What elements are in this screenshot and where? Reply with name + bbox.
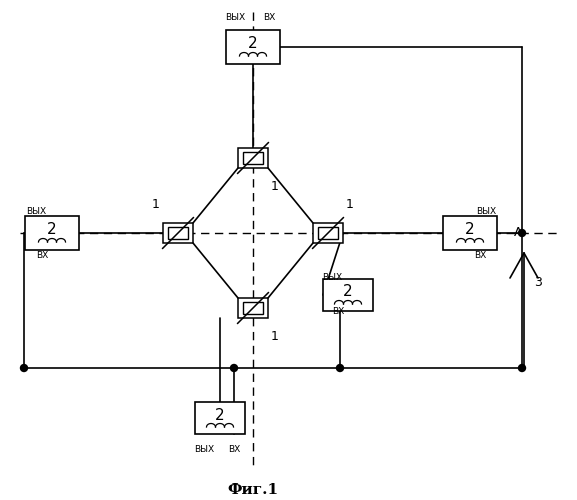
Text: ВЫХ: ВЫХ bbox=[26, 208, 46, 216]
Text: 1: 1 bbox=[271, 180, 279, 192]
Text: 2: 2 bbox=[215, 408, 225, 422]
Bar bbox=[318, 227, 338, 239]
Circle shape bbox=[519, 364, 526, 372]
Text: 3: 3 bbox=[534, 276, 542, 289]
Bar bbox=[323, 279, 373, 311]
Circle shape bbox=[21, 364, 28, 372]
Circle shape bbox=[336, 364, 343, 372]
Text: 2: 2 bbox=[47, 222, 57, 238]
Text: 1: 1 bbox=[346, 198, 354, 211]
Bar bbox=[313, 223, 343, 243]
Text: Фиг.1: Фиг.1 bbox=[227, 483, 279, 497]
Bar bbox=[195, 402, 245, 434]
Text: ВХ: ВХ bbox=[228, 446, 240, 454]
Bar bbox=[25, 216, 79, 250]
Text: ВЫХ: ВЫХ bbox=[194, 446, 214, 454]
Bar bbox=[168, 227, 188, 239]
Bar bbox=[243, 152, 263, 164]
Text: А: А bbox=[514, 226, 522, 239]
Text: ВХ: ВХ bbox=[36, 250, 48, 260]
Circle shape bbox=[519, 230, 526, 236]
Bar bbox=[226, 30, 280, 64]
Text: 1: 1 bbox=[152, 198, 160, 211]
Text: ВХ: ВХ bbox=[263, 14, 275, 22]
Bar bbox=[443, 216, 497, 250]
Text: 2: 2 bbox=[343, 284, 353, 300]
Text: ВХ: ВХ bbox=[474, 250, 486, 260]
Text: ВЫХ: ВЫХ bbox=[322, 272, 342, 281]
Text: 2: 2 bbox=[465, 222, 475, 238]
Text: 1: 1 bbox=[271, 330, 279, 342]
Circle shape bbox=[230, 364, 238, 372]
Text: 2: 2 bbox=[248, 36, 258, 52]
Bar bbox=[243, 302, 263, 314]
Bar bbox=[163, 223, 193, 243]
Bar bbox=[238, 148, 268, 168]
Text: ВЫХ: ВЫХ bbox=[225, 14, 245, 22]
Text: ВЫХ: ВЫХ bbox=[476, 208, 496, 216]
Text: ВХ: ВХ bbox=[332, 308, 344, 316]
Bar bbox=[238, 298, 268, 318]
